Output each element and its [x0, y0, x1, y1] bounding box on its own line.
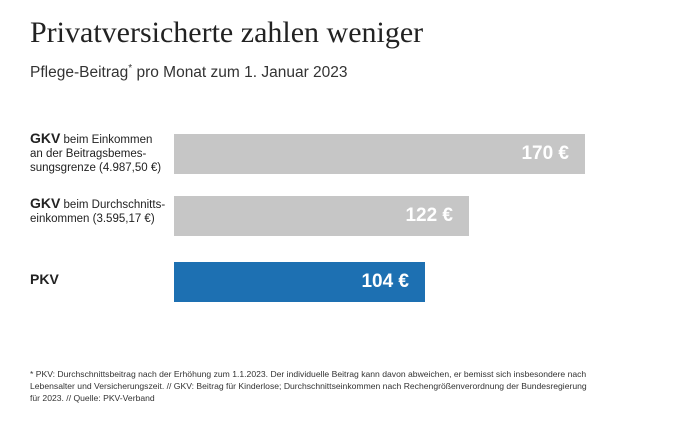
subtitle-rest: pro Monat zum 1. Januar 2023 — [132, 64, 348, 82]
category-label-line: beim Einkommen — [60, 134, 153, 146]
category-label: GKV beim Einkommen an der Beitragsbemes-s… — [30, 131, 161, 175]
category-label-line: beim Durchschnitts- — [60, 199, 166, 211]
category-label-strong: GKV — [30, 195, 61, 211]
chart-subtitle: Pflege-Beitrag* pro Monat zum 1. Januar … — [30, 63, 348, 82]
category-label-line: an der Beitragsbemes- — [30, 148, 147, 160]
category-label: GKV beim Durchschnitts-einkommen (3.595,… — [30, 196, 165, 226]
bar: 122 € — [174, 196, 469, 236]
category-label: PKV — [30, 272, 59, 288]
footnote: * PKV: Durchschnittsbeitrag nach der Erh… — [30, 369, 587, 403]
bar: 104 € — [174, 262, 425, 302]
bar-value-label: 170 € — [521, 143, 569, 164]
category-label-strong: PKV — [30, 271, 59, 287]
subtitle-footnote-mark: * — [128, 63, 133, 74]
subtitle-main: Pflege-Beitrag — [30, 64, 129, 82]
bar-value-label: 104 € — [361, 271, 409, 292]
chart-title: Privatversicherte zahlen weniger — [30, 16, 424, 49]
category-label-line: einkommen (3.595,17 €) — [30, 213, 155, 225]
bar: 170 € — [174, 134, 585, 174]
bar-value-label: 122 € — [405, 205, 453, 226]
category-label-line: sungsgrenze (4.987,50 €) — [30, 162, 162, 174]
category-label-strong: GKV — [30, 130, 61, 146]
